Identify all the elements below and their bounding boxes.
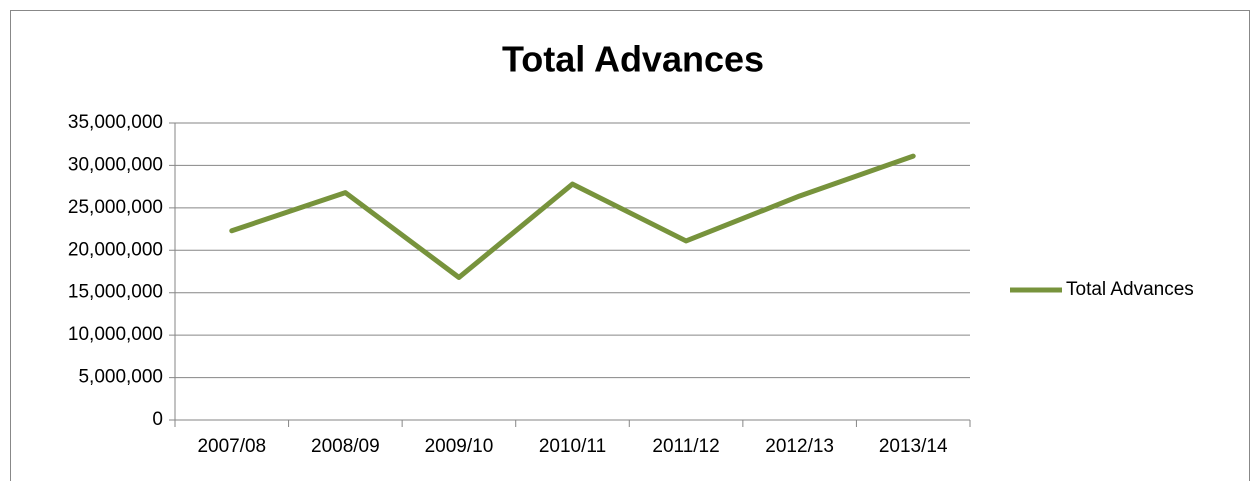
x-tick-label: 2007/08 — [197, 436, 266, 457]
legend-label: Total Advances — [1066, 279, 1194, 300]
x-tick-label: 2009/10 — [425, 436, 494, 457]
x-tick-label: 2011/12 — [652, 436, 719, 457]
x-tick-label: 2008/09 — [311, 436, 380, 457]
chart-title: Total Advances — [502, 39, 764, 80]
y-tick-label: 20,000,000 — [68, 239, 163, 260]
line-series — [229, 153, 916, 280]
y-tick-label: 10,000,000 — [68, 324, 163, 345]
chart-frame — [10, 10, 1250, 481]
x-tick-label: 2013/14 — [879, 436, 948, 457]
y-tick-label: 5,000,000 — [78, 367, 163, 388]
y-tick-label: 30,000,000 — [68, 154, 163, 175]
y-tick-label: 15,000,000 — [68, 282, 163, 303]
y-tick-label: 25,000,000 — [68, 197, 163, 218]
y-tick-label: 0 — [152, 409, 163, 430]
x-tick-label: 2012/13 — [765, 436, 834, 457]
y-tick-label: 35,000,000 — [68, 112, 163, 133]
x-tick-label: 2010/11 — [539, 436, 606, 457]
